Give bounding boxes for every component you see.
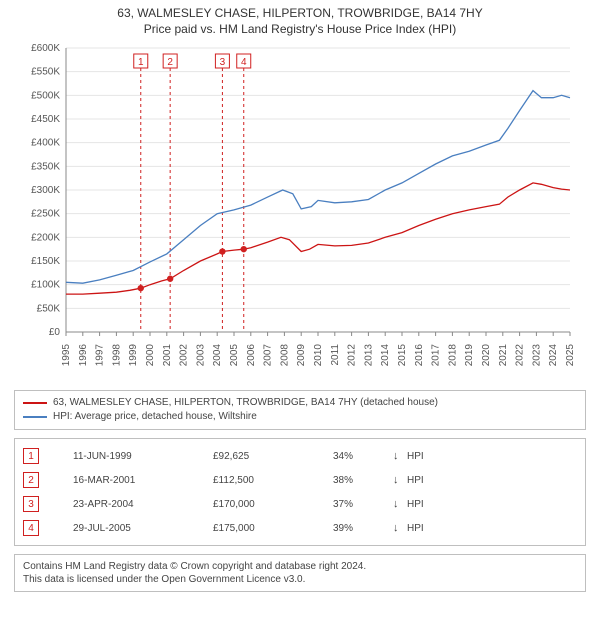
svg-text:£500K: £500K [31,90,60,101]
legend-box: 63, WALMESLEY CHASE, HILPERTON, TROWBRID… [14,390,586,430]
svg-text:2001: 2001 [162,344,173,367]
svg-text:2010: 2010 [313,344,324,367]
svg-text:£0: £0 [49,327,61,338]
down-arrow-icon: ↓ [393,498,407,510]
svg-text:2017: 2017 [431,344,442,367]
svg-text:2023: 2023 [531,344,542,367]
svg-text:£550K: £550K [31,67,60,78]
down-arrow-icon: ↓ [393,522,407,534]
svg-text:£250K: £250K [31,209,60,220]
transaction-price: £170,000 [213,499,333,510]
svg-text:2025: 2025 [565,344,576,367]
svg-text:2005: 2005 [229,344,240,367]
svg-text:2003: 2003 [195,344,206,367]
svg-text:2020: 2020 [481,344,492,367]
transaction-date: 16-MAR-2001 [73,475,213,486]
svg-text:2000: 2000 [145,344,156,367]
transaction-price: £112,500 [213,475,333,486]
svg-text:1995: 1995 [61,344,72,367]
transaction-pct: 34% [333,451,393,462]
svg-text:£350K: £350K [31,161,60,172]
transaction-pct: 39% [333,523,393,534]
svg-text:1997: 1997 [95,344,106,367]
transaction-date: 29-JUL-2005 [73,523,213,534]
svg-text:2002: 2002 [179,344,190,367]
svg-text:2009: 2009 [296,344,307,367]
transaction-hpi-label: HPI [407,475,424,486]
transaction-hpi-label: HPI [407,451,424,462]
svg-text:£400K: £400K [31,138,60,149]
transaction-date: 11-JUN-1999 [73,451,213,462]
svg-text:1999: 1999 [128,344,139,367]
svg-text:2014: 2014 [380,344,391,367]
transaction-hpi-label: HPI [407,523,424,534]
footer-line-1: Contains HM Land Registry data © Crown c… [23,560,577,573]
svg-text:2011: 2011 [330,344,341,366]
legend-row: 63, WALMESLEY CHASE, HILPERTON, TROWBRID… [23,396,577,410]
svg-text:3: 3 [220,57,226,68]
footer-line-2: This data is licensed under the Open Gov… [23,573,577,586]
svg-text:£600K: £600K [31,43,60,54]
transaction-row: 3 23-APR-2004£170,00037%↓HPI [23,492,577,516]
svg-text:2006: 2006 [246,344,257,367]
legend-row: HPI: Average price, detached house, Wilt… [23,410,577,424]
svg-text:£50K: £50K [37,303,61,314]
legend-label: 63, WALMESLEY CHASE, HILPERTON, TROWBRID… [53,396,438,410]
svg-text:2015: 2015 [397,344,408,367]
svg-text:2022: 2022 [515,344,526,367]
transactions-box: 111-JUN-1999£92,62534%↓HPI216-MAR-2001£1… [14,438,586,546]
svg-text:2016: 2016 [414,344,425,367]
down-arrow-icon: ↓ [393,474,407,486]
svg-text:2019: 2019 [464,344,475,367]
transaction-pct: 37% [333,499,393,510]
legend-label: HPI: Average price, detached house, Wilt… [53,410,257,424]
svg-text:£300K: £300K [31,185,60,196]
transaction-row: 2 16-MAR-2001£112,50038%↓HPI [23,468,577,492]
line-chart-svg: £0 £50K £100K £150K £200K £250K £300K £350K £400… [20,42,580,382]
chart-area: £0 £50K £100K £150K £200K £250K £300K £350K £400… [20,42,580,382]
svg-text:£150K: £150K [31,256,60,267]
transaction-row: 4 29-JUL-2005£175,00039%↓HPI [23,516,577,540]
svg-text:2018: 2018 [447,344,458,367]
transaction-marker-number: 1 [23,448,39,464]
transaction-price: £92,625 [213,451,333,462]
title-line-1: 63, WALMESLEY CHASE, HILPERTON, TROWBRID… [0,6,600,20]
chart-title-block: 63, WALMESLEY CHASE, HILPERTON, TROWBRID… [0,0,600,38]
svg-text:2024: 2024 [548,344,559,367]
title-line-2: Price paid vs. HM Land Registry's House … [0,22,600,36]
svg-text:2004: 2004 [212,344,223,367]
svg-text:2012: 2012 [347,344,358,367]
legend-swatch [23,416,47,418]
legend-swatch [23,402,47,404]
transaction-hpi-label: HPI [407,499,424,510]
svg-text:2013: 2013 [363,344,374,367]
svg-text:£100K: £100K [31,280,60,291]
transaction-marker-number: 4 [23,520,39,536]
svg-text:4: 4 [241,57,247,68]
footer-box: Contains HM Land Registry data © Crown c… [14,554,586,592]
transaction-date: 23-APR-2004 [73,499,213,510]
svg-text:2021: 2021 [498,344,509,367]
svg-text:2008: 2008 [279,344,290,367]
transaction-marker-number: 2 [23,472,39,488]
transaction-row: 1 11-JUN-1999£92,62534%↓HPI [23,444,577,468]
transaction-price: £175,000 [213,523,333,534]
transaction-pct: 38% [333,475,393,486]
svg-text:1998: 1998 [111,344,122,367]
transaction-marker-number: 3 [23,496,39,512]
down-arrow-icon: ↓ [393,450,407,462]
svg-text:2: 2 [167,57,173,68]
svg-text:1996: 1996 [78,344,89,367]
svg-text:1: 1 [138,57,144,68]
svg-text:£450K: £450K [31,114,60,125]
svg-text:2007: 2007 [263,344,274,367]
svg-text:£200K: £200K [31,232,60,243]
